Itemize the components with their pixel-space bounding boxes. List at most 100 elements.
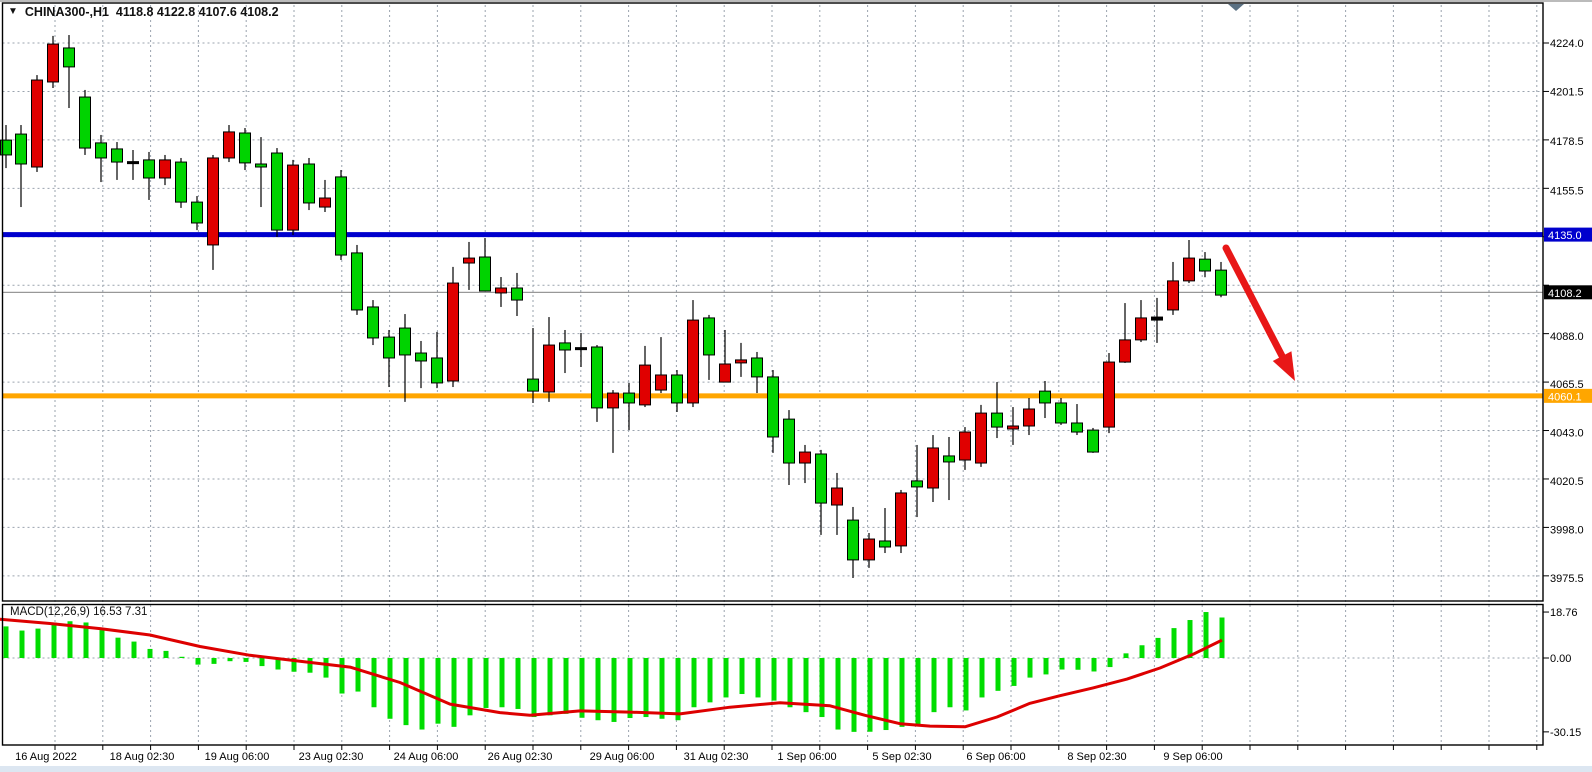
chart-title-bar: ▼ CHINA300-,H1 4118.8 4122.8 4107.6 4108… <box>8 5 279 19</box>
candle-body <box>207 157 219 246</box>
price-axis-labels[interactable]: 4224.0 4201.5 4178.5 4155.5 4088.0 4065.5 4043… <box>1550 38 1584 739</box>
candle-body <box>287 164 299 231</box>
macd-bar <box>83 622 89 658</box>
macd-bar <box>675 658 681 721</box>
candle-body <box>143 159 155 179</box>
candlesticks[interactable] <box>0 35 1227 578</box>
candle-body <box>847 519 859 561</box>
candle-body <box>15 133 27 165</box>
candle-body <box>1215 269 1227 296</box>
candle-body <box>1119 339 1131 363</box>
time-axis-label: 24 Aug 06:00 <box>394 751 459 763</box>
candle-body <box>495 287 507 294</box>
symbol-dropdown-icon[interactable]: ▼ <box>8 6 18 17</box>
macd-bar <box>307 658 313 673</box>
macd-bar <box>259 658 265 667</box>
candle-body <box>79 96 91 149</box>
candle-body <box>783 418 795 464</box>
macd-bar <box>835 658 841 730</box>
macd-bar <box>131 641 137 658</box>
chart-shift-marker-icon[interactable] <box>1228 4 1244 11</box>
macd-bar <box>387 658 393 719</box>
macd-histogram[interactable] <box>3 612 1225 732</box>
macd-bar <box>227 658 233 662</box>
time-axis-label: 23 Aug 02:30 <box>299 751 364 763</box>
candle-body <box>735 359 747 364</box>
macd-bar <box>483 658 489 708</box>
price-axis-label: 4043.0 <box>1550 428 1584 440</box>
macd-bar <box>451 658 457 727</box>
macd-bar <box>435 658 441 724</box>
candle-body <box>1087 429 1099 453</box>
macd-bar <box>1171 628 1177 658</box>
macd-bar <box>547 658 553 716</box>
symbol-ohlc-title: CHINA300-,H1 4118.8 4122.8 4107.6 4108.2 <box>24 5 279 19</box>
macd-bar <box>1075 658 1081 670</box>
macd-bar <box>787 658 793 708</box>
price-axis-label: 4178.5 <box>1550 136 1584 148</box>
macd-bar <box>323 658 329 678</box>
candle-body <box>943 455 955 463</box>
candle-body <box>703 317 715 356</box>
price-tag-bg <box>1544 285 1592 300</box>
candle-body <box>671 374 683 404</box>
candle-body <box>959 431 971 461</box>
macd-bar <box>611 658 617 722</box>
macd-bar <box>371 658 377 708</box>
trend-arrow[interactable] <box>1222 244 1295 381</box>
candle-body <box>751 357 763 378</box>
time-axis-label: 16 Aug 2022 <box>15 751 77 763</box>
candle-body <box>95 142 107 159</box>
macd-axis-label: 0.00 <box>1550 653 1571 665</box>
time-axis-label: 18 Aug 02:30 <box>110 751 175 763</box>
candle-body <box>335 176 347 256</box>
price-axis-label: 4020.5 <box>1550 476 1584 488</box>
candle-body <box>1055 402 1067 424</box>
price-axis-label: 4201.5 <box>1550 86 1584 98</box>
price-tag-text: 4135.0 <box>1548 230 1582 242</box>
time-axis-label: 8 Sep 02:30 <box>1067 751 1126 763</box>
time-axis-label: 1 Sep 06:00 <box>777 751 836 763</box>
macd-bar <box>1139 645 1145 658</box>
candle-body <box>895 492 907 547</box>
window-bottom-strip <box>0 766 1592 772</box>
time-axis-label: 29 Aug 06:00 <box>590 751 655 763</box>
axis-ticks <box>54 42 1549 750</box>
macd-bar <box>755 658 761 698</box>
macd-bar <box>707 658 713 703</box>
main-pane-border <box>1 2 1544 602</box>
candle-body <box>991 412 1003 428</box>
time-axis-label: 31 Aug 02:30 <box>684 751 749 763</box>
candle-body <box>1135 317 1147 341</box>
macd-bar <box>355 658 361 692</box>
candle-body <box>367 306 379 339</box>
price-axis-label: 4065.5 <box>1550 379 1584 391</box>
candle-body <box>255 163 267 168</box>
macd-bar <box>275 658 281 670</box>
macd-bar <box>883 658 889 731</box>
macd-bar <box>1027 658 1033 678</box>
candle-body <box>1183 257 1195 282</box>
macd-bar <box>1203 612 1209 658</box>
macd-bar <box>1187 620 1193 658</box>
candle-body <box>527 378 539 392</box>
price-tag-4060.1: 4060.1 <box>1544 388 1592 403</box>
current-price-line[interactable] <box>2 291 1544 293</box>
macd-bar <box>995 658 1001 691</box>
macd-bar <box>947 658 953 708</box>
candle-body <box>767 376 779 438</box>
resistance-line[interactable] <box>2 232 1544 238</box>
macd-bar <box>1219 617 1225 658</box>
macd-signal-line[interactable] <box>0 617 1223 729</box>
candle-body <box>831 487 843 506</box>
candle-body <box>543 344 555 393</box>
price-axis-label: 4088.0 <box>1550 331 1584 343</box>
price-axis-label: 3998.0 <box>1550 525 1584 537</box>
candle-body <box>351 252 363 311</box>
time-axis-label: 19 Aug 06:00 <box>205 751 270 763</box>
macd-bar <box>1091 658 1097 672</box>
time-axis-labels[interactable]: 16 Aug 2022 18 Aug 02:30 19 Aug 06:00 23 Au… <box>15 751 1223 763</box>
candle-body <box>1023 408 1035 427</box>
